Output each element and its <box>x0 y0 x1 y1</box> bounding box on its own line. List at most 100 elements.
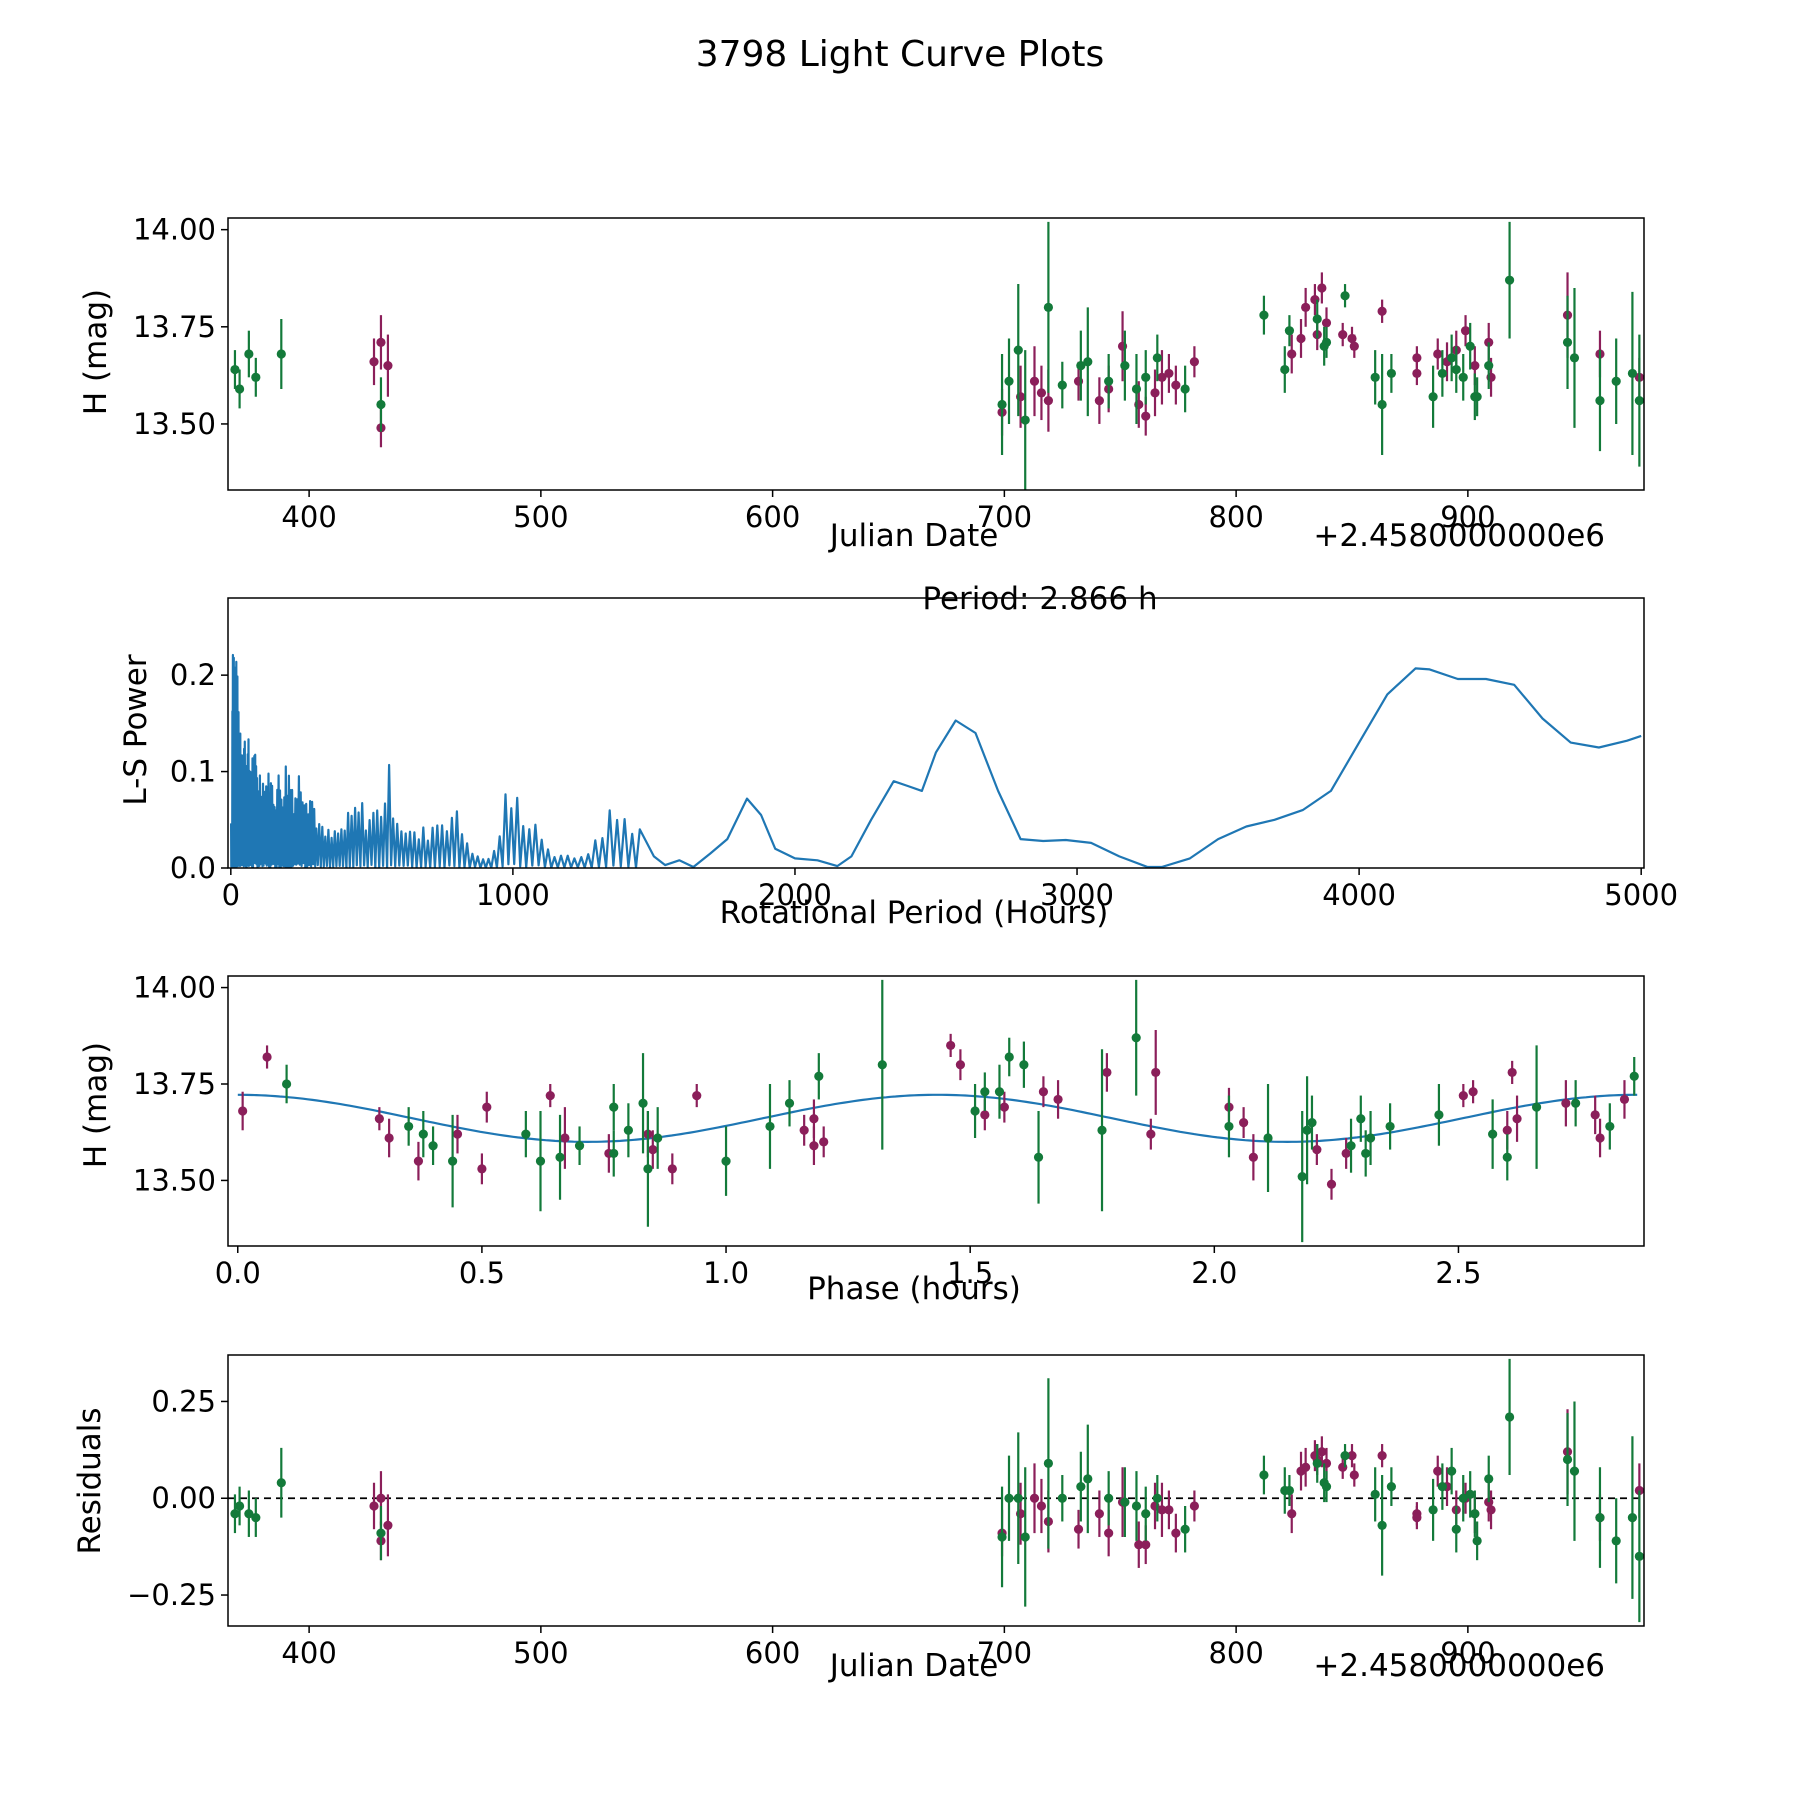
residuals-data-point <box>1370 1489 1380 1499</box>
phased-data-point <box>1312 1144 1322 1155</box>
residuals-data-point <box>1287 1509 1297 1519</box>
residuals-frame <box>227 1354 1645 1627</box>
residuals-data-point <box>1171 1528 1181 1538</box>
phased-data-point <box>1561 1098 1571 1108</box>
residuals-data-point <box>1134 1540 1144 1550</box>
periodogram-ytick-label: 0.2 <box>170 658 216 692</box>
phased-xlabel: Phase (hours) <box>807 1271 1021 1307</box>
lightcurve-data-point <box>251 372 261 382</box>
phased-data-point <box>1326 1179 1337 1189</box>
phased-data-point <box>980 1110 990 1120</box>
phased-data-point <box>1605 1121 1615 1132</box>
phased-ytick-label: 14.00 <box>133 971 216 1005</box>
lightcurve-xtick-label: 500 <box>513 500 568 534</box>
lightcurve-xtick-label: 800 <box>1208 500 1263 534</box>
lightcurve-xlabel: Julian Date <box>828 518 999 554</box>
phased-data-point <box>955 1060 966 1070</box>
residuals-data-point <box>1447 1466 1457 1476</box>
lightcurve-data-point <box>1377 399 1387 410</box>
residuals-data-point <box>1029 1493 1040 1503</box>
phased-frame <box>227 975 1645 1247</box>
residuals-data-point <box>1347 1451 1357 1461</box>
lightcurve-data-point <box>1120 361 1130 371</box>
phased-data-point <box>545 1090 555 1101</box>
phased-data-point <box>814 1071 824 1081</box>
lightcurve-data-point <box>1349 341 1359 351</box>
phased-data-point <box>1146 1129 1156 1139</box>
periodogram-plot-area: 0 1000 2000 3000 4000 5000 0.0 0.1 0.2 <box>170 597 1678 912</box>
phased-plot-area: 0.0 0.5 1.0 1.5 2.0 2.5 13.50 13.75 14.00 <box>133 971 1645 1290</box>
phased-data-point <box>555 1152 565 1162</box>
phased-data-point <box>452 1129 463 1139</box>
phased-data-point <box>1307 1117 1317 1128</box>
periodogram-panel: 0 1000 2000 3000 4000 5000 0.0 0.1 0.2 Period: 2… <box>118 581 1678 931</box>
lightcurve-xtick-label: 400 <box>281 500 336 534</box>
residuals-data-point <box>1317 1447 1327 1457</box>
residuals-data-point <box>1349 1470 1359 1480</box>
residuals-data-point <box>1377 1520 1387 1530</box>
residuals-data-point <box>1595 1513 1605 1523</box>
phased-xtick-label: 1.5 <box>947 1256 993 1290</box>
lightcurve-panel: 400 500 600 700 800 900 13.50 13.75 14.00 Julian… <box>78 213 1645 554</box>
residuals-data-point <box>1451 1524 1461 1534</box>
phased-data-point <box>609 1148 619 1159</box>
lightcurve-data-point <box>1141 411 1151 421</box>
lightcurve-data-point <box>1412 368 1422 379</box>
residuals-data-point <box>276 1478 286 1488</box>
lightcurve-data-point <box>1004 376 1014 386</box>
phased-data-point <box>1097 1125 1107 1135</box>
lightcurve-series-b <box>230 221 1644 490</box>
residuals-data-point <box>1259 1470 1269 1480</box>
residuals-data-layer <box>228 1358 1644 1623</box>
phased-data-point <box>560 1133 570 1143</box>
lightcurve-data-point <box>1287 349 1297 359</box>
residuals-data-point <box>1036 1501 1047 1511</box>
figure-title: 3798 Light Curve Plots <box>696 34 1105 75</box>
residuals-data-point <box>1611 1536 1621 1546</box>
residuals-data-point <box>1437 1482 1447 1492</box>
lightcurve-data-point <box>1150 388 1160 398</box>
phased-data-point <box>1385 1121 1395 1132</box>
lightcurve-data-point <box>1504 275 1515 285</box>
phased-data-point <box>667 1164 677 1174</box>
phased-data-point <box>653 1133 663 1143</box>
phased-data-point <box>1004 1052 1014 1062</box>
residuals-data-point <box>1083 1474 1093 1484</box>
lightcurve-data-point <box>1029 376 1040 386</box>
periodogram-data-layer <box>230 653 1642 868</box>
residuals-data-point <box>1428 1505 1438 1515</box>
lightcurve-plot-area: 400 500 600 700 800 900 13.50 13.75 14.00 <box>133 213 1645 534</box>
phased-data-point <box>1434 1110 1444 1120</box>
phased-data-point <box>1263 1133 1273 1143</box>
phased-data-point <box>609 1102 619 1112</box>
periodogram-xlabel: Rotational Period (Hours) <box>720 895 1109 931</box>
phased-data-point <box>1595 1133 1605 1143</box>
lightcurve-x-offset: +2.4580000000e6 <box>1313 518 1605 554</box>
phased-data-point <box>477 1164 487 1174</box>
lightcurve-data-point <box>276 349 286 359</box>
residuals-data-point <box>1301 1462 1311 1472</box>
lightcurve-data-point <box>1370 372 1380 382</box>
lightcurve-data-point <box>1412 353 1422 363</box>
residuals-data-point <box>234 1501 245 1511</box>
phased-data-point <box>1038 1087 1049 1097</box>
residuals-panel: 400 500 600 700 800 900 −0.25 0.00 0.25 Julian D… <box>72 1354 1645 1684</box>
residuals-xtick-label: 900 <box>1440 1636 1495 1670</box>
residuals-data-point <box>1164 1505 1174 1515</box>
residuals-series-a <box>369 1409 1644 1568</box>
residuals-ytick-label: 0.00 <box>151 1481 216 1515</box>
phased-data-point <box>1468 1087 1478 1097</box>
phased-data-point <box>384 1133 394 1143</box>
residuals-xtick-label: 400 <box>281 1636 336 1670</box>
residuals-x-offset: +2.4580000000e6 <box>1313 1648 1605 1684</box>
lightcurve-data-layer <box>230 221 1644 490</box>
residuals-data-point <box>1020 1532 1030 1542</box>
residuals-data-point <box>997 1532 1007 1542</box>
lightcurve-data-point <box>1433 349 1443 359</box>
residuals-data-point <box>1340 1451 1350 1461</box>
lightcurve-data-point <box>1340 291 1350 301</box>
phased-data-point <box>809 1114 819 1124</box>
lightcurve-data-point <box>1470 361 1480 371</box>
lightcurve-data-point <box>1280 364 1290 375</box>
residuals-ytick-label: 0.25 <box>151 1384 216 1418</box>
